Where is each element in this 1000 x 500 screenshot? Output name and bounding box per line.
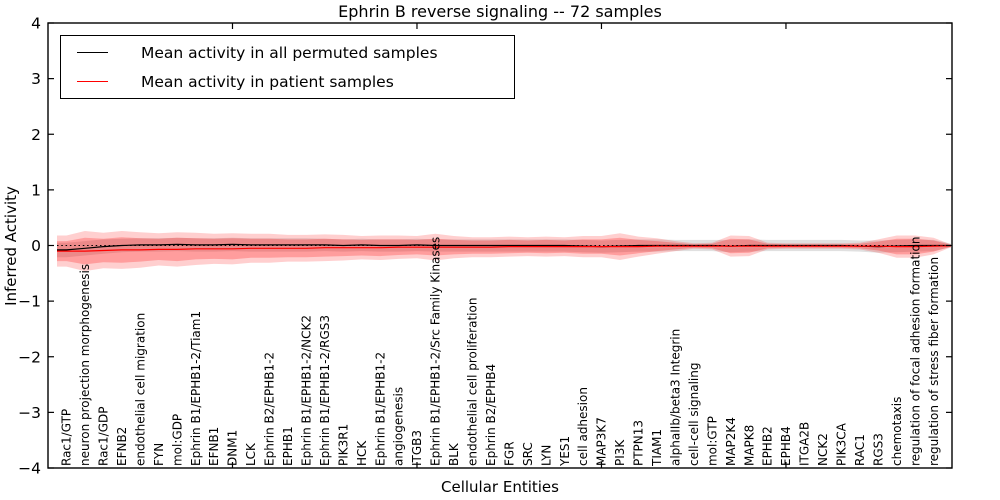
- x-category-label: ITGB3: [410, 430, 424, 466]
- legend-item-patient: Mean activity in patient samples: [61, 71, 514, 93]
- x-category-label: TIAM1: [650, 429, 664, 467]
- x-category-label: LCK: [244, 442, 258, 466]
- x-category-label: Ephrin B2/EPHB4: [484, 364, 498, 466]
- patient-mean-line: [57, 245, 952, 252]
- x-category-label: YES1: [558, 436, 572, 467]
- x-category-label: RGS3: [871, 433, 885, 466]
- chart-title: Ephrin B reverse signaling -- 72 samples: [338, 2, 662, 21]
- x-category-label: RAC1: [853, 434, 867, 466]
- x-category-label: DNM1: [226, 430, 240, 466]
- x-category-label: PI3K: [613, 439, 627, 466]
- x-category-label: cell-cell signaling: [687, 363, 701, 467]
- x-category-label: cell adhesion: [576, 387, 590, 466]
- x-category-label: Ephrin B1/EPHB1-2: [373, 352, 387, 466]
- x-category-label: mol:GDP: [170, 414, 184, 466]
- x-category-label: Ephrin B1/EPHB1-2/RGS3: [318, 315, 332, 466]
- y-axis-label: Inferred Activity: [2, 186, 20, 306]
- x-category-label: NCK2: [816, 433, 830, 466]
- x-category-label: EPHB2: [761, 426, 775, 466]
- x-category-label: Rac1/GTP: [60, 409, 74, 466]
- y-tick-label: −4: [18, 460, 41, 478]
- y-tick-label: 4: [31, 15, 41, 33]
- x-axis-label: Cellular Entities: [441, 478, 559, 496]
- x-category-label: ITGA2B: [798, 422, 812, 466]
- x-category-label: FGR: [502, 441, 516, 466]
- x-category-label: chemotaxis: [890, 397, 904, 466]
- x-category-label: PIK3CA: [835, 422, 849, 466]
- plot-border: [47, 22, 953, 469]
- y-tick-label: −2: [18, 348, 41, 366]
- legend-label-permuted: Mean activity in all permuted samples: [141, 43, 438, 62]
- x-category-label: PIK3R1: [336, 424, 350, 466]
- x-category-label: endothelial cell proliferation: [466, 298, 480, 466]
- legend-label-patient: Mean activity in patient samples: [141, 72, 394, 91]
- patient-band-outer: [57, 231, 951, 272]
- y-tick-label: −1: [18, 293, 41, 311]
- x-category-label: MAP3K7: [595, 417, 609, 466]
- x-category-label: alphaIIb/beta3 Integrin: [668, 329, 682, 466]
- legend-item-permuted: Mean activity in all permuted samples: [61, 42, 514, 64]
- y-tick-label: −3: [18, 404, 41, 422]
- y-tick-label: 3: [31, 70, 41, 88]
- x-category-label: MAPK8: [742, 425, 756, 466]
- x-category-label: Ephrin B2/EPHB1-2: [263, 352, 277, 466]
- x-category-label: EFNB1: [207, 427, 221, 466]
- x-category-label: Ephrin B1/EPHB1-2/NCK2: [299, 315, 313, 466]
- x-category-label: angiogenesis: [392, 387, 406, 466]
- x-category-label: EPHB1: [281, 426, 295, 466]
- patient-line-swatch: [77, 81, 108, 82]
- x-category-label: LYN: [539, 445, 553, 466]
- y-tick-label: 1: [31, 181, 41, 199]
- x-category-label: mol:GTP: [705, 416, 719, 466]
- x-category-label: PTPN13: [632, 420, 646, 466]
- x-category-label: endothelial cell migration: [133, 313, 147, 466]
- permuted-line-swatch: [77, 52, 108, 53]
- x-category-label: EFNB2: [115, 427, 129, 466]
- legend-box: Mean activity in all permuted samples Me…: [60, 35, 515, 99]
- x-category-label: FYN: [152, 443, 166, 466]
- x-category-label: MAP2K4: [724, 417, 738, 466]
- x-category-label: Ephrin B1/EPHB1-2/Tiam1: [189, 311, 203, 466]
- x-category-label: neuron projection morphogenesis: [78, 264, 92, 466]
- x-category-label: regulation of focal adhesion formation: [908, 237, 922, 466]
- patient-band-inner: [57, 237, 951, 265]
- x-category-label: Rac1/GDP: [97, 407, 111, 466]
- y-tick-label: 0: [31, 237, 41, 255]
- x-category-label: BLK: [447, 442, 461, 466]
- permuted-std-band: [57, 237, 951, 258]
- x-category-label: HCK: [355, 440, 369, 466]
- y-tick-label: 2: [31, 126, 41, 144]
- x-category-label: EPHB4: [779, 426, 793, 466]
- x-category-label: Ephrin B1/EPHB1-2/Src Family Kinases: [429, 237, 443, 466]
- x-category-label: SRC: [521, 442, 535, 466]
- x-category-label: regulation of stress fiber formation: [927, 257, 941, 466]
